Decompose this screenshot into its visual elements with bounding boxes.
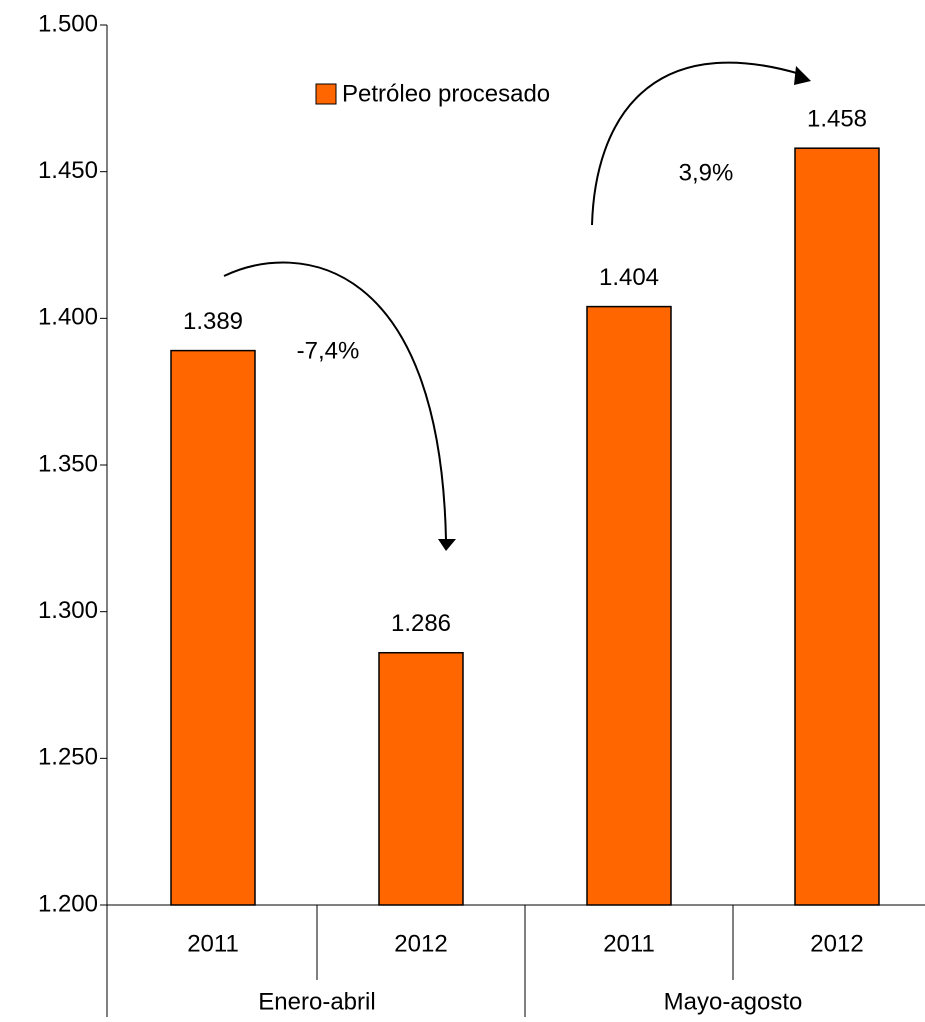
data-label: 1.404 bbox=[599, 264, 659, 291]
x-tick-label: 2012 bbox=[810, 930, 863, 957]
legend-label: Petróleo procesado bbox=[342, 80, 550, 107]
data-label: 1.389 bbox=[183, 308, 243, 335]
annotation: 3,9% bbox=[679, 159, 734, 186]
bar bbox=[170, 349, 256, 906]
x-tick-label: 2011 bbox=[603, 930, 655, 957]
bar bbox=[794, 147, 880, 906]
y-tick-label: 1.250 bbox=[38, 744, 98, 771]
x-tick-label: 2011 bbox=[187, 930, 239, 957]
data-label: 1.286 bbox=[391, 610, 451, 637]
y-tick-label: 1.450 bbox=[38, 157, 98, 184]
arrow-head bbox=[794, 66, 811, 85]
data-label: 1.458 bbox=[807, 106, 867, 133]
change-arrow bbox=[591, 61, 801, 226]
arrow-head bbox=[438, 539, 456, 551]
legend-swatch bbox=[315, 83, 337, 105]
bar bbox=[378, 651, 464, 906]
group-label: Mayo-agosto bbox=[664, 988, 803, 1015]
group-label: Enero-abril bbox=[258, 988, 375, 1015]
change-arrow bbox=[223, 261, 447, 541]
y-tick-label: 1.200 bbox=[38, 890, 98, 917]
y-tick-label: 1.300 bbox=[38, 597, 98, 624]
y-tick-label: 1.400 bbox=[38, 304, 98, 331]
x-tick-label: 2012 bbox=[394, 930, 447, 957]
y-tick-label: 1.350 bbox=[38, 450, 98, 477]
y-tick-label: 1.500 bbox=[38, 10, 98, 37]
annotation: -7,4% bbox=[297, 337, 360, 364]
bar bbox=[586, 305, 672, 906]
